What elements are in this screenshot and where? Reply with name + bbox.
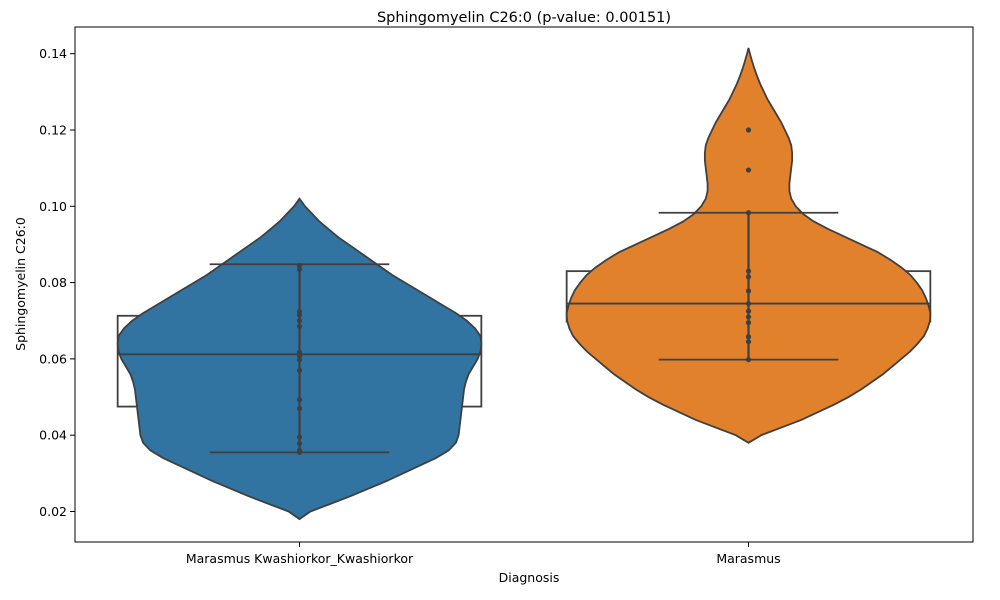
data-point [745,334,752,340]
y-tick-label: 0.02 [39,504,67,519]
data-point [745,268,752,274]
data-point [745,210,752,216]
data-point [296,357,303,363]
data-point [745,357,752,363]
data-point [745,339,752,345]
data-point [296,440,303,447]
violin-group-1 [116,197,483,521]
plot-layer [116,47,932,521]
data-point [296,308,303,315]
data-point [296,447,303,454]
violin-group-2 [565,47,932,444]
data-point [745,274,752,280]
y-tick-label: 0.04 [39,428,67,443]
data-point [296,367,303,373]
axes-frame [74,26,974,543]
x-axis: Marasmus Kwashiorkor_Kwashiorkor Marasmus [186,542,781,566]
data-point [745,300,752,307]
data-point [296,318,303,324]
data-point [745,308,752,314]
x-axis-label: Diagnosis [499,570,560,585]
y-tick-label: 0.08 [39,275,67,290]
data-point [296,266,303,272]
data-point [745,314,752,320]
data-point [296,323,303,330]
y-tick-label: 0.14 [39,46,67,61]
data-point [296,349,303,356]
chart-title: Sphingomyelin C26:0 (p-value: 0.00151) [377,10,671,26]
y-tick-label: 0.10 [39,199,67,214]
data-point [745,167,752,173]
y-tick-label: 0.06 [39,351,67,366]
data-point [745,320,752,326]
data-point [296,405,303,412]
y-axis-label: Sphingomyelin C26:0 [13,217,28,351]
y-tick-label: 0.12 [39,123,67,138]
data-point [745,288,752,294]
data-point [296,434,303,440]
data-point [296,262,303,269]
x-tick-label: Marasmus Kwashiorkor_Kwashiorkor [186,551,414,566]
data-point [296,397,303,403]
x-tick-label: Marasmus [716,551,780,566]
data-point [745,127,752,133]
y-axis: 0.02 0.04 0.06 0.08 0.10 0.12 0.14 [39,46,75,519]
